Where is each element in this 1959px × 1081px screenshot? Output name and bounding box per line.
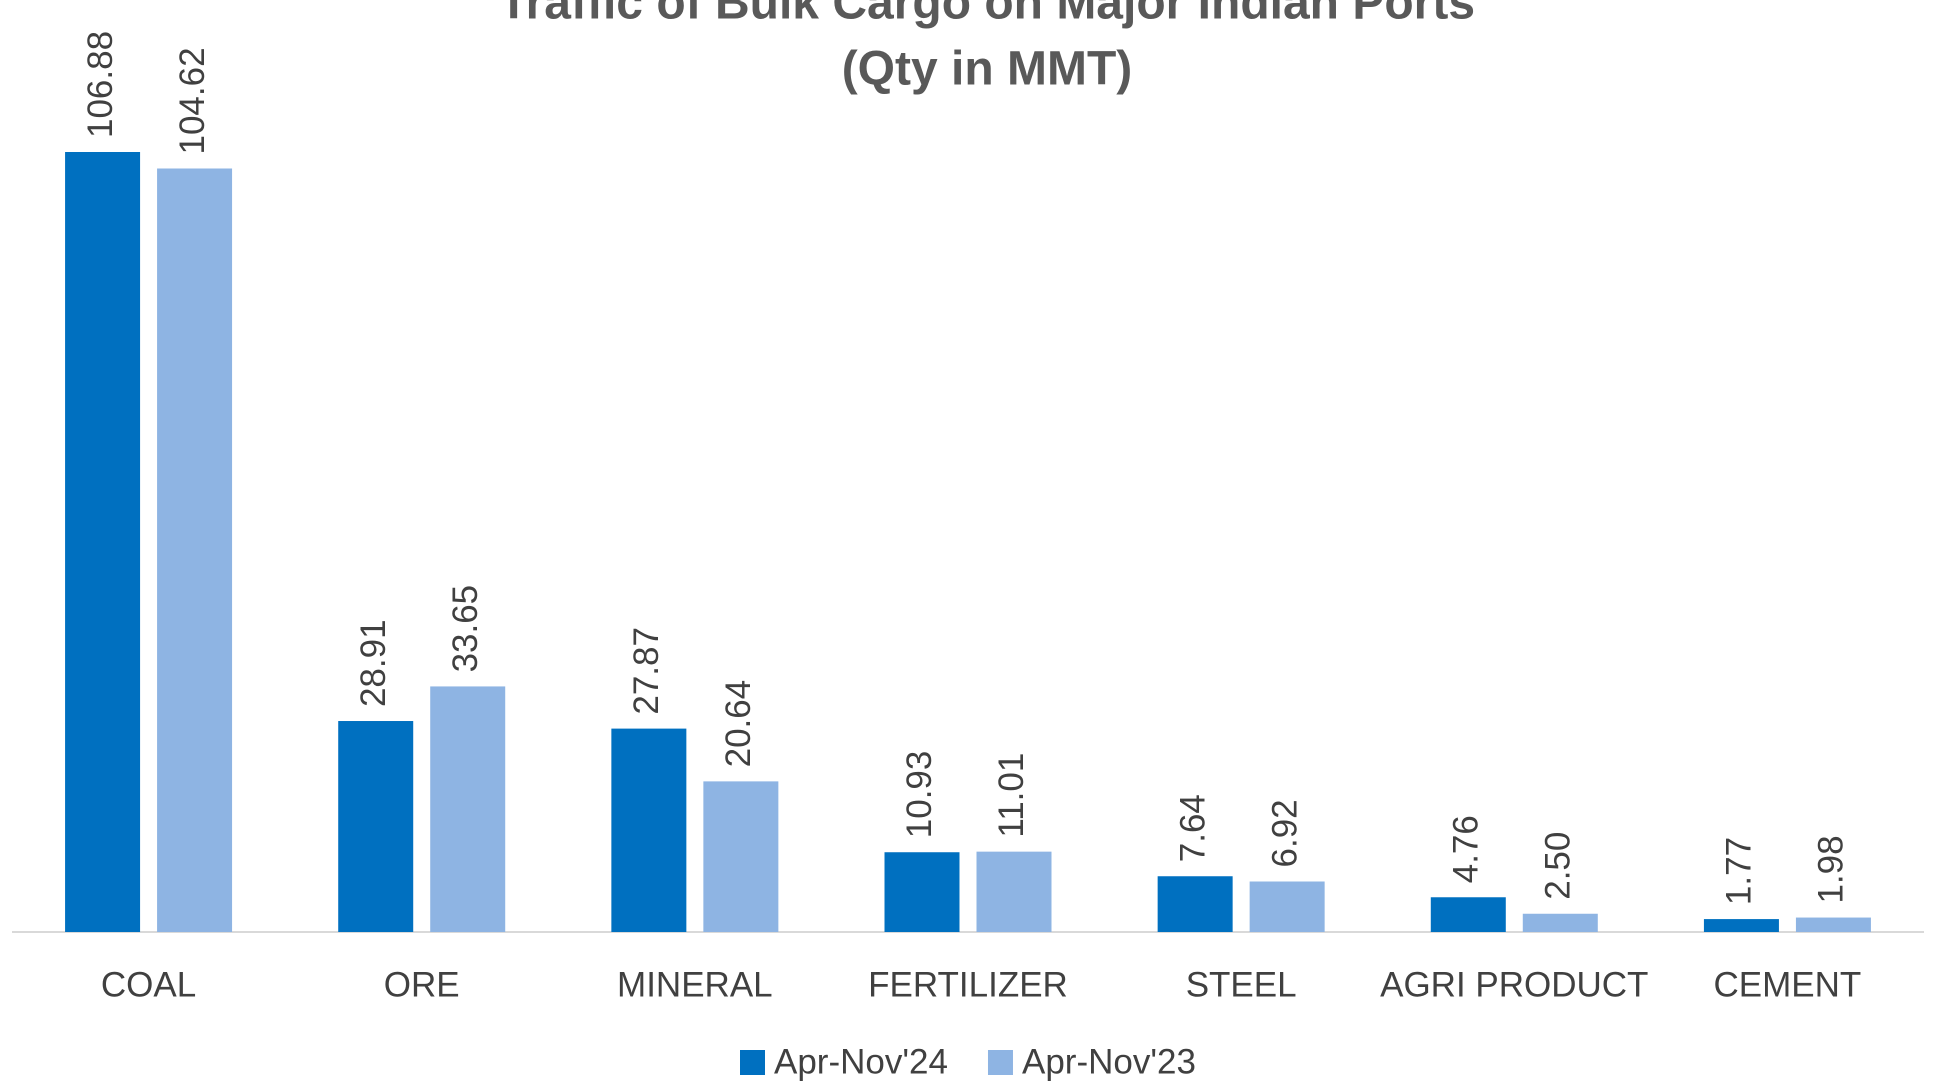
bar — [1795, 917, 1871, 932]
bar — [611, 728, 687, 932]
data-label: 20.64 — [719, 680, 758, 768]
bar — [1522, 913, 1598, 932]
data-label: 27.87 — [627, 627, 666, 715]
data-label: 7.64 — [1173, 794, 1212, 862]
legend-swatch — [740, 1050, 765, 1075]
data-label: 1.77 — [1720, 837, 1759, 905]
bar — [1430, 897, 1506, 932]
x-tick-label: FERTILIZER — [868, 965, 1068, 1004]
data-label: 6.92 — [1265, 799, 1304, 867]
data-label: 33.65 — [446, 585, 485, 673]
x-tick-label: COAL — [101, 965, 196, 1004]
bar — [884, 852, 960, 932]
bar — [338, 721, 414, 932]
bar — [1249, 881, 1325, 932]
x-tick-label: STEEL — [1186, 965, 1297, 1004]
bar — [157, 168, 233, 932]
data-label: 104.62 — [173, 47, 212, 154]
data-label: 4.76 — [1447, 815, 1486, 883]
bar — [703, 781, 779, 932]
x-tick-label: CEMENT — [1714, 965, 1862, 1004]
data-label: 10.93 — [900, 751, 939, 839]
chart-subtitle: (Qty in MMT) — [842, 43, 1133, 96]
legend-label: Apr-Nov'23 — [1022, 1042, 1196, 1081]
x-tick-label: AGRI PRODUCT — [1380, 965, 1648, 1004]
bar — [430, 686, 506, 932]
legend-swatch — [987, 1050, 1013, 1075]
bar — [1157, 876, 1233, 932]
data-label: 11.01 — [992, 753, 1031, 838]
data-label: 106.88 — [81, 31, 120, 138]
x-tick-label: MINERAL — [617, 965, 773, 1004]
bar — [976, 851, 1052, 932]
bar — [65, 152, 141, 932]
data-label: 1.98 — [1812, 835, 1851, 903]
legend-label: Apr-Nov'24 — [774, 1042, 948, 1081]
x-tick-label: ORE — [384, 965, 460, 1004]
bar — [1703, 919, 1779, 932]
data-label: 2.50 — [1539, 832, 1578, 900]
chart-title: Traffic of Bulk Cargo on Major Indian Po… — [499, 0, 1475, 30]
data-label: 28.91 — [354, 619, 393, 707]
